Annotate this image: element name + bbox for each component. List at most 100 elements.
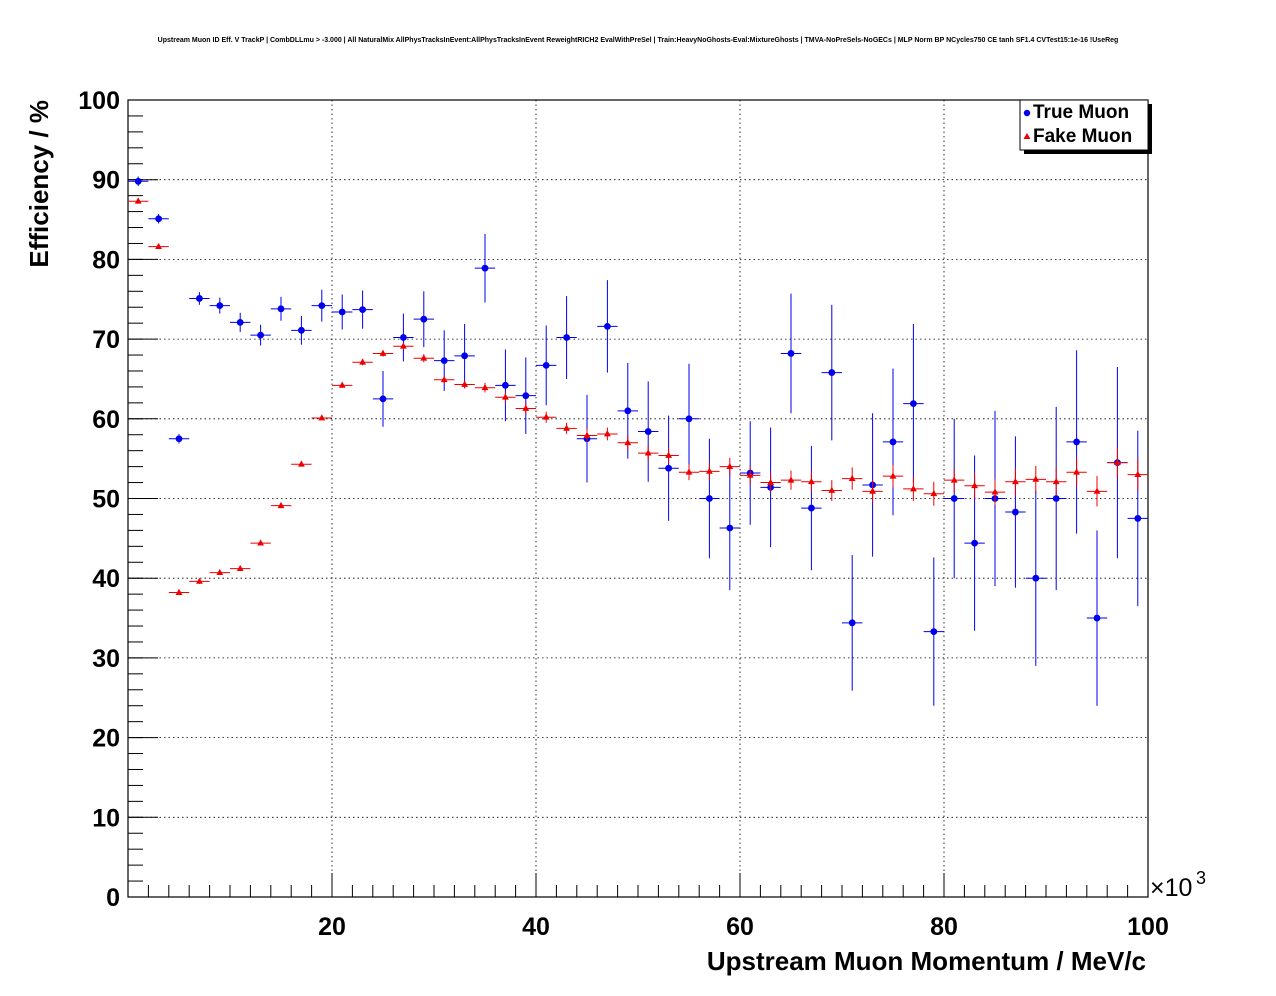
- series-true-muon: [128, 176, 1148, 706]
- x-axis-multiplier-exponent: 3: [1196, 868, 1206, 888]
- data-point: [481, 264, 489, 272]
- data-point: [767, 478, 774, 485]
- x-axis-multiplier: ×10: [1150, 874, 1192, 902]
- data-point: [1134, 470, 1142, 477]
- data-point: [1114, 458, 1121, 466]
- data-point: [502, 393, 509, 400]
- data-point: [889, 438, 897, 446]
- data-point: [522, 404, 530, 411]
- data-point: [624, 407, 632, 415]
- chart-title: Upstream Muon ID Eff. V TrackP | CombDLL…: [158, 37, 1119, 44]
- legend-fake-muon-label: Fake Muon: [1033, 126, 1132, 147]
- y-tick-label: 20: [92, 725, 120, 753]
- data-point: [1093, 614, 1101, 622]
- data-point: [1032, 475, 1040, 482]
- data-point: [930, 489, 938, 497]
- data-point: [461, 380, 468, 387]
- x-tick-label: 80: [930, 913, 958, 941]
- data-point: [828, 369, 836, 376]
- data-point: [950, 476, 958, 483]
- data-point: [1052, 477, 1060, 485]
- data-point: [991, 488, 999, 495]
- data-point: [889, 472, 897, 479]
- data-point: [216, 302, 224, 310]
- y-tick-label: 40: [92, 565, 120, 593]
- data-point: [1093, 487, 1101, 494]
- data-point: [298, 326, 305, 334]
- data-point: [808, 477, 815, 485]
- data-point: [318, 414, 326, 421]
- data-point: [502, 381, 509, 389]
- data-point: [216, 568, 224, 576]
- data-point: [971, 481, 978, 489]
- data-point: [563, 424, 570, 431]
- data-point: [706, 467, 713, 474]
- data-point: [604, 322, 611, 330]
- data-point: [481, 383, 489, 391]
- y-axis-title: Efficiency / %: [24, 100, 54, 268]
- y-tick-label: 70: [92, 326, 120, 354]
- data-point: [848, 619, 856, 627]
- data-point: [706, 495, 713, 502]
- data-point: [338, 381, 346, 388]
- data-point: [726, 462, 734, 470]
- y-tick-label: 30: [92, 645, 120, 673]
- data-point: [298, 460, 305, 467]
- data-point: [685, 468, 693, 475]
- data-point: [134, 177, 142, 185]
- y-tick-label: 10: [92, 804, 120, 832]
- data-point: [175, 588, 183, 595]
- legend-true-muon-label: True Muon: [1033, 102, 1129, 123]
- data-point: [236, 564, 244, 572]
- data-point: [685, 415, 693, 423]
- legend-box: [1019, 99, 1149, 151]
- data-point: [277, 501, 285, 509]
- y-tick-label: 0: [106, 884, 120, 912]
- y-tick-label: 50: [92, 486, 120, 514]
- data-point: [950, 495, 958, 502]
- data-point: [563, 334, 570, 341]
- data-point: [808, 504, 815, 512]
- data-point: [971, 539, 978, 547]
- x-tick-label: 20: [318, 913, 346, 941]
- x-axis-multiplier-base: ×10: [1150, 874, 1192, 902]
- legend-fake-muon-marker: [1023, 133, 1031, 139]
- data-point: [196, 577, 203, 584]
- data-point: [338, 308, 346, 316]
- data-point: [400, 334, 407, 341]
- data-point: [379, 349, 387, 356]
- data-point: [604, 430, 611, 437]
- x-tick-label: 60: [726, 913, 754, 941]
- data-point: [359, 306, 366, 314]
- data-point: [196, 295, 203, 302]
- data-point: [542, 413, 550, 420]
- data-point: [257, 539, 264, 546]
- data-point: [1012, 508, 1019, 516]
- data-point: [644, 449, 652, 456]
- data-point: [420, 354, 428, 361]
- data-point: [910, 400, 917, 408]
- data-point: [155, 242, 162, 250]
- data-point: [257, 331, 264, 339]
- data-point: [644, 428, 652, 435]
- y-tick-label: 80: [92, 246, 120, 274]
- data-point: [1052, 495, 1060, 502]
- data-point: [134, 197, 142, 204]
- data-point: [277, 305, 285, 313]
- data-point: [787, 476, 795, 483]
- series-fake-muon: [128, 197, 1148, 595]
- legend-true-muon-marker: [1023, 109, 1031, 117]
- data-point: [542, 362, 550, 369]
- data-point: [1012, 477, 1019, 485]
- axis-ticks: 20 40 60 80 100 0 10 20 30 40 50 60 70 80 90 100: [78, 87, 1169, 941]
- data-point: [828, 486, 836, 493]
- data-point: [318, 302, 326, 310]
- data-point: [726, 524, 734, 532]
- data-point: [665, 451, 672, 458]
- data-point: [848, 474, 856, 481]
- data-point: [175, 435, 183, 443]
- grid: [128, 100, 1148, 897]
- data-point: [583, 431, 591, 438]
- data-point: [155, 215, 163, 223]
- data-point: [665, 464, 672, 472]
